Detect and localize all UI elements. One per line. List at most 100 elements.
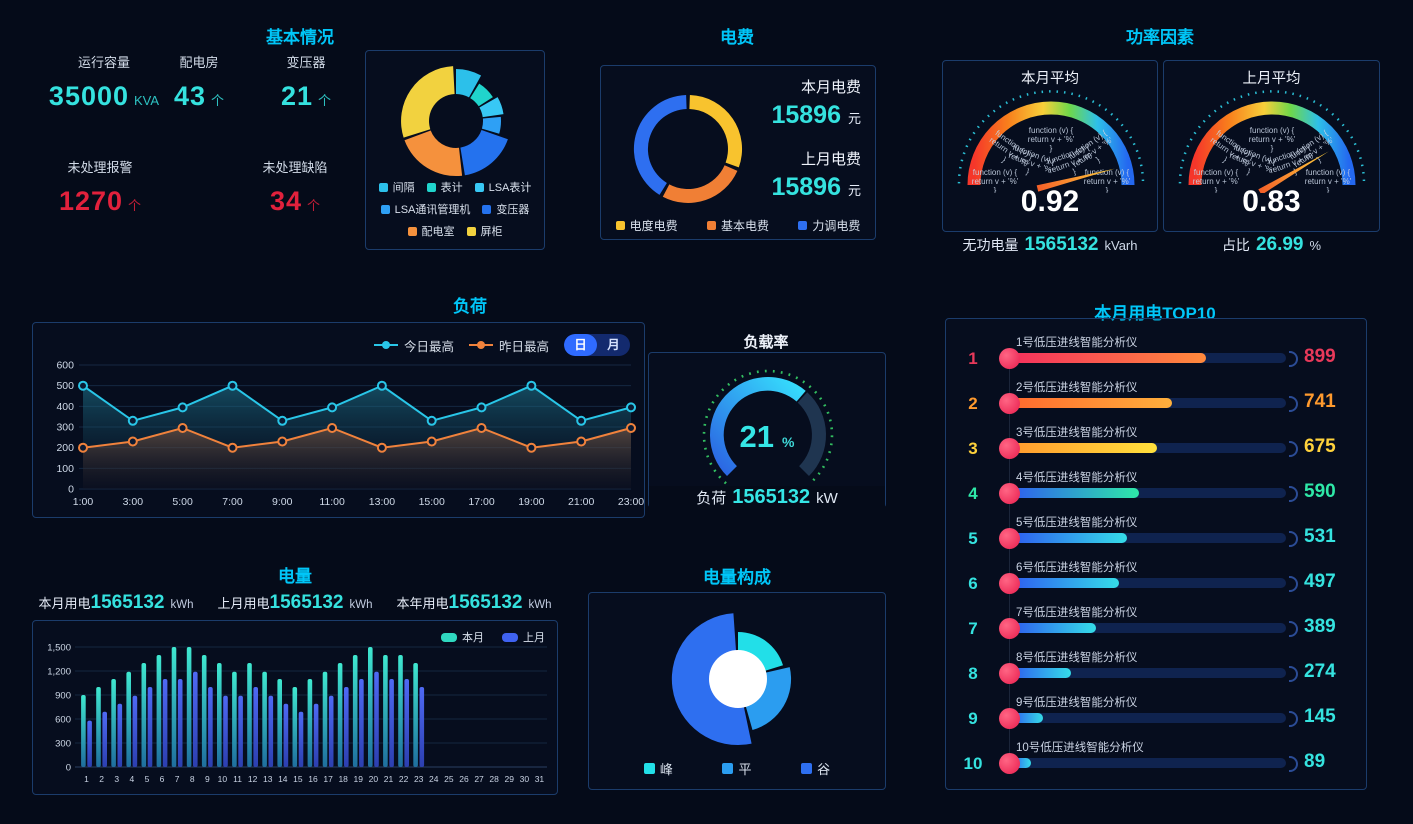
svg-text:}: } [1327, 186, 1330, 193]
svg-text:9:00: 9:00 [272, 496, 293, 508]
top10-bar-track [1012, 398, 1286, 408]
svg-text:19: 19 [354, 774, 364, 784]
svg-text:500: 500 [56, 380, 74, 392]
top10-dot [999, 618, 1020, 639]
energy-panel: 本月 上月 0 300 600 900 1,200 1,500 1 2 3 4 5 6 7 8 9 1… [32, 620, 558, 795]
top10-bar-cap [1289, 351, 1298, 367]
fee-this-month-value: 15896 [771, 101, 841, 129]
top10-bar-fill [1012, 713, 1044, 723]
legend-item[interactable]: 谷 [801, 759, 830, 778]
svg-text:1: 1 [84, 774, 89, 784]
fee-donut-chart [633, 95, 743, 203]
svg-text:1,500: 1,500 [47, 643, 71, 654]
legend-item[interactable]: 今日最高 [373, 336, 454, 355]
svg-text:15: 15 [293, 774, 303, 784]
top10-dot [999, 663, 1020, 684]
svg-text:21:00: 21:00 [568, 496, 594, 508]
legend-item[interactable]: 本月 [441, 629, 484, 645]
legend-item[interactable]: LSA表计 [474, 179, 531, 195]
fee-last-month-label: 上月电费 [800, 151, 861, 168]
top10-bar-track [1012, 578, 1286, 588]
legend-item[interactable]: 电度电费 [615, 217, 678, 234]
legend-item[interactable]: 变压器 [482, 201, 529, 217]
top10-row: 2 2号低压进线智能分析仪 741 [958, 378, 1354, 423]
fee-legend: 电度电费 基本电费 力调电费 [601, 217, 875, 234]
legend-item[interactable]: 间隔 [378, 179, 415, 195]
svg-text:9: 9 [205, 774, 210, 784]
svg-text:1:00: 1:00 [73, 496, 94, 508]
mix-panel: 峰平谷 [588, 592, 886, 790]
section-title-fee: 电费 [720, 28, 754, 47]
top10-axis-line [1009, 349, 1010, 763]
top10-panel: 1 1号低压进线智能分析仪 899 2 2号低压进线智能分析仪 741 3 3号… [945, 318, 1367, 790]
load-rate-panel: 21% 负荷 1565132 kW [648, 352, 886, 509]
legend-item[interactable]: 配电室 [407, 223, 455, 239]
top10-dot [999, 573, 1020, 594]
svg-text:7: 7 [175, 774, 180, 784]
svg-text:}: } [1106, 186, 1109, 193]
svg-text:13: 13 [263, 774, 273, 784]
top10-value: 89 [1304, 751, 1326, 772]
day-month-toggle: 日 月 [564, 334, 630, 356]
svg-text:}: } [1094, 155, 1102, 164]
legend-item[interactable]: 力调电费 [798, 217, 860, 234]
top10-bar-track [1012, 713, 1286, 723]
top10-dot [999, 438, 1020, 459]
pf-gauge-chart: function (v) {return v + '%'}function (v… [1178, 90, 1366, 193]
svg-text:}: } [1025, 167, 1031, 176]
top10-bar-fill [1012, 578, 1120, 588]
top10-value: 497 [1304, 571, 1336, 592]
svg-text:25: 25 [444, 774, 454, 784]
svg-text:24: 24 [429, 774, 439, 784]
svg-text:28: 28 [489, 774, 499, 784]
load-rate-gauge-chart [702, 369, 834, 485]
svg-text:200: 200 [56, 442, 74, 454]
top10-value: 531 [1304, 526, 1336, 547]
svg-text:30: 30 [520, 774, 530, 784]
svg-text:5: 5 [145, 774, 150, 784]
top10-dot [999, 708, 1020, 729]
top10-bar-track [1012, 443, 1286, 453]
legend-item[interactable]: 基本电费 [706, 217, 769, 234]
legend-item[interactable]: 平 [722, 759, 751, 778]
svg-text:5:00: 5:00 [172, 496, 193, 508]
mix-legend: 峰平谷 [589, 759, 885, 778]
toggle-day[interactable]: 日 [564, 334, 597, 356]
top10-item-label: 1号低压进线智能分析仪 [1016, 337, 1138, 349]
svg-text:}: } [1271, 144, 1274, 153]
top10-row: 3 3号低压进线智能分析仪 675 [958, 423, 1354, 468]
svg-text:}: } [1000, 155, 1008, 164]
top10-dot [999, 393, 1020, 414]
top10-row: 6 6号低压进线智能分析仪 497 [958, 558, 1354, 603]
top10-rank: 1 [968, 349, 978, 368]
pf-panel-this-month: 本月平均 function (v) {return v + '%'} functi… [942, 60, 1158, 232]
toggle-month[interactable]: 月 [607, 338, 620, 352]
legend-item[interactable]: 昨日最高 [468, 336, 549, 355]
legend-item[interactable]: 表计 [426, 179, 463, 195]
legend-item[interactable]: LSA通讯管理机 [380, 201, 470, 217]
svg-text:0: 0 [68, 484, 74, 496]
svg-text:14: 14 [278, 774, 288, 784]
top10-item-label: 6号低压进线智能分析仪 [1016, 562, 1138, 574]
top10-bar-cap [1289, 576, 1298, 592]
legend-item[interactable]: 上月 [502, 629, 545, 645]
legend-item[interactable]: 峰 [643, 759, 673, 778]
pf-footer-reactive-energy: 无功电量 1565132 kVarh [962, 234, 1138, 255]
top10-rank: 6 [968, 574, 978, 593]
fee-last-month-unit: 元 [847, 183, 861, 198]
svg-text:600: 600 [55, 715, 71, 726]
top10-item-label: 9号低压进线智能分析仪 [1016, 697, 1138, 709]
energy-stat: 上月用电1565132 kWh [217, 592, 373, 613]
stat-value: 34 个 [269, 186, 321, 216]
top10-bar-cap [1289, 666, 1298, 682]
top10-dot [999, 483, 1020, 504]
legend-item[interactable]: 屏柜 [466, 223, 503, 239]
basic-donut-chart [401, 66, 508, 177]
svg-text:6: 6 [160, 774, 165, 784]
svg-text:10: 10 [218, 774, 228, 784]
top10-bar-cap [1289, 531, 1298, 547]
top10-item-label: 7号低压进线智能分析仪 [1016, 607, 1138, 619]
top10-bar-cap [1289, 486, 1298, 502]
svg-text:function (v) {: function (v) { [1194, 168, 1239, 177]
